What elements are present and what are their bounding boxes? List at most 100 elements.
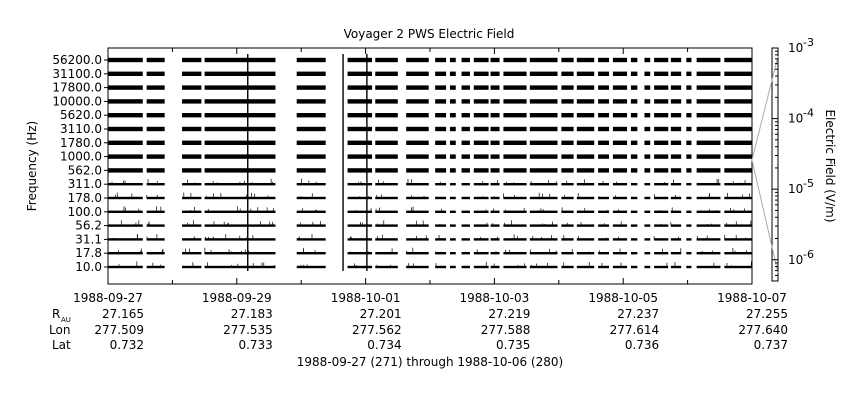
channel-trace — [375, 113, 398, 118]
x-tick-label: 1988-10-01 — [331, 291, 401, 305]
channel-trace — [654, 99, 669, 104]
channel-trace — [108, 85, 143, 90]
channel-trace — [724, 196, 752, 200]
channel-trace — [375, 224, 398, 227]
channel-trace — [670, 126, 682, 132]
channel-trace — [644, 252, 651, 255]
channel-trace — [182, 168, 202, 173]
channel-trace — [406, 265, 429, 269]
channel-trace — [612, 238, 628, 241]
ephemeris-value: 0.736 — [625, 338, 659, 352]
channel-trace — [696, 183, 721, 186]
time-axis: 1988-09-27 1988-09-29 1988-10-01 1988-10-03… — [73, 48, 787, 305]
channel-trace — [686, 252, 692, 255]
channel-trace — [503, 99, 527, 104]
channel-trace — [576, 140, 595, 145]
channel-trace — [449, 71, 456, 76]
channel-trace — [503, 126, 527, 132]
channel-trace — [435, 238, 447, 241]
channel-trace — [644, 224, 651, 227]
channel-trace — [490, 154, 500, 159]
channel-trace — [644, 126, 651, 132]
channel-trace — [696, 140, 721, 145]
channel-trace — [461, 154, 470, 159]
channel-trace — [670, 252, 682, 255]
channel-trace — [598, 154, 610, 159]
channel-trace — [598, 71, 610, 76]
channel-trace — [146, 154, 165, 159]
channel-trace — [696, 71, 721, 76]
colorbar-label: Electric Field (V/m) — [823, 109, 837, 222]
channel-trace — [204, 126, 276, 132]
channel-trace — [296, 252, 326, 255]
channel-trace — [204, 224, 276, 227]
channel-trace — [108, 57, 143, 63]
channel-trace — [670, 196, 682, 200]
channel-trace — [598, 265, 610, 269]
colorbar: 10-310-410-510-6 — [751, 36, 814, 282]
channel-trace — [146, 113, 165, 118]
channel-trace — [654, 57, 669, 63]
channel-trace — [375, 154, 398, 159]
channel-trace — [375, 71, 398, 76]
channel-trace — [182, 265, 202, 269]
channel-trace — [296, 224, 326, 227]
channel-trace — [654, 238, 669, 241]
channel-trace — [561, 252, 574, 255]
channel-trace — [296, 168, 326, 173]
channel-trace — [561, 154, 574, 159]
channel-trace — [406, 154, 429, 159]
channel-trace — [473, 126, 489, 132]
y-tick-label: 562.0 — [68, 163, 102, 177]
channel-trace — [375, 140, 398, 145]
channel-trace — [435, 265, 447, 269]
colorbar-tick-label: 10 — [788, 253, 803, 267]
channel-trace — [490, 85, 500, 90]
channel-trace — [503, 265, 527, 269]
channel-trace — [204, 99, 276, 104]
channel-trace — [724, 154, 752, 159]
channel-trace — [146, 168, 165, 173]
channel-trace — [503, 210, 527, 213]
channel-trace — [406, 196, 429, 200]
channel-trace — [347, 113, 373, 118]
channel-trace — [146, 57, 165, 63]
channel-trace — [146, 85, 165, 90]
channel-trace — [503, 85, 527, 90]
channel-trace — [182, 210, 202, 213]
channel-trace — [561, 168, 574, 173]
channel-trace — [296, 154, 326, 159]
channel-trace — [182, 57, 202, 63]
channel-trace — [598, 57, 610, 63]
channel-trace — [146, 140, 165, 145]
channel-trace — [670, 224, 682, 227]
channel-trace — [108, 140, 143, 145]
channel-trace — [576, 210, 595, 213]
channel-trace — [654, 196, 669, 200]
ephemeris-value: 0.734 — [367, 338, 401, 352]
channel-trace — [644, 85, 651, 90]
channel-trace — [598, 85, 610, 90]
channel-trace — [461, 71, 470, 76]
channel-trace — [108, 224, 143, 227]
channel-trace — [503, 57, 527, 63]
channel-trace — [529, 168, 558, 173]
channel-trace — [696, 154, 721, 159]
channel-trace — [449, 252, 456, 255]
channel-trace — [696, 113, 721, 118]
y-tick-label: 56200.0 — [52, 53, 102, 67]
channel-trace — [686, 224, 692, 227]
channel-trace — [204, 113, 276, 118]
channel-trace — [654, 168, 669, 173]
channel-trace — [108, 252, 143, 255]
ephemeris-value: 277.509 — [94, 323, 144, 337]
channel-trace — [654, 113, 669, 118]
channel-trace — [108, 238, 143, 241]
channel-trace — [630, 168, 638, 173]
channel-trace — [146, 126, 165, 132]
channel-trace — [686, 196, 692, 200]
channel-trace — [576, 224, 595, 227]
channel-trace — [670, 265, 682, 269]
channel-trace — [473, 210, 489, 213]
